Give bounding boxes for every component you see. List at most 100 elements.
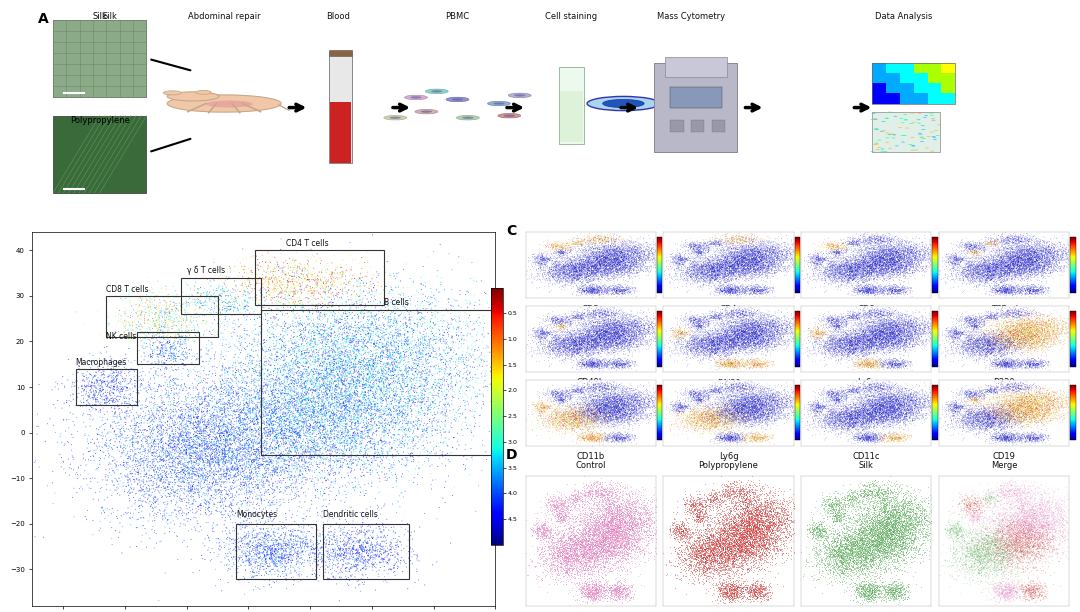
Point (1003, 321, 1021, 330)
Point (451, 401, 469, 411)
Point (742, 261, 759, 271)
Point (985, 398, 1002, 408)
Point (630, 242, 647, 252)
Point (577, 399, 594, 409)
Point (326, 356, 343, 366)
Point (886, 238, 903, 248)
Point (813, 403, 831, 412)
Point (389, 383, 406, 393)
Point (1028, 411, 1045, 420)
Point (596, 431, 613, 441)
Point (590, 386, 607, 395)
Point (573, 402, 591, 412)
Point (850, 262, 867, 272)
Point (872, 395, 889, 405)
Point (959, 547, 976, 556)
Point (735, 322, 753, 332)
Point (300, 348, 318, 357)
Point (859, 360, 876, 370)
Point (586, 404, 604, 414)
Point (233, 463, 251, 473)
Point (981, 329, 998, 339)
Point (705, 334, 723, 344)
Point (886, 526, 903, 536)
Point (544, 341, 562, 351)
Point (340, 324, 357, 334)
Point (861, 323, 878, 332)
Point (306, 280, 323, 289)
Point (999, 528, 1016, 537)
Point (705, 419, 723, 429)
Point (620, 399, 637, 409)
Point (1034, 340, 1051, 349)
Point (374, 455, 391, 465)
Point (248, 255, 266, 264)
Point (645, 259, 662, 269)
Point (808, 254, 825, 264)
Point (605, 405, 622, 415)
Point (758, 517, 775, 526)
Point (867, 344, 885, 354)
Point (593, 285, 610, 295)
Point (140, 323, 158, 333)
Point (688, 341, 705, 351)
Point (779, 510, 796, 520)
Point (762, 249, 780, 259)
Point (892, 400, 909, 410)
Point (828, 260, 846, 270)
Point (612, 282, 630, 292)
Point (778, 413, 795, 423)
Point (173, 429, 190, 439)
Point (609, 308, 626, 318)
Point (717, 385, 734, 395)
Point (1011, 431, 1028, 441)
Point (892, 431, 909, 441)
Point (572, 565, 590, 575)
Point (1013, 307, 1030, 317)
Point (746, 513, 764, 523)
Point (564, 263, 581, 273)
Point (321, 393, 338, 403)
Point (903, 389, 920, 399)
Point (957, 343, 974, 353)
Point (293, 398, 310, 408)
Point (866, 247, 883, 257)
Point (762, 406, 780, 416)
Point (743, 267, 760, 277)
Point (1003, 490, 1021, 499)
Point (1020, 407, 1037, 417)
Point (863, 416, 880, 425)
Point (751, 394, 768, 404)
Point (995, 318, 1012, 327)
Point (581, 348, 598, 358)
Point (395, 408, 413, 418)
Point (589, 480, 606, 490)
Point (973, 533, 990, 543)
Point (609, 334, 626, 343)
Point (1007, 438, 1024, 447)
Point (707, 421, 725, 431)
Point (586, 517, 604, 526)
Point (333, 375, 350, 385)
Point (717, 544, 734, 554)
Point (630, 530, 647, 540)
Point (1004, 293, 1022, 302)
Point (775, 261, 793, 271)
Point (1045, 253, 1063, 263)
Point (570, 286, 588, 296)
Point (824, 319, 841, 329)
Point (268, 455, 285, 465)
Point (968, 243, 985, 253)
Point (561, 493, 578, 502)
Point (869, 316, 887, 326)
Point (595, 524, 612, 534)
Point (994, 376, 1011, 386)
Point (1023, 267, 1040, 277)
Point (877, 550, 894, 560)
Point (372, 410, 389, 420)
Point (967, 344, 984, 354)
Point (984, 338, 1001, 348)
Point (775, 486, 793, 496)
Point (745, 415, 762, 425)
Point (853, 411, 870, 420)
